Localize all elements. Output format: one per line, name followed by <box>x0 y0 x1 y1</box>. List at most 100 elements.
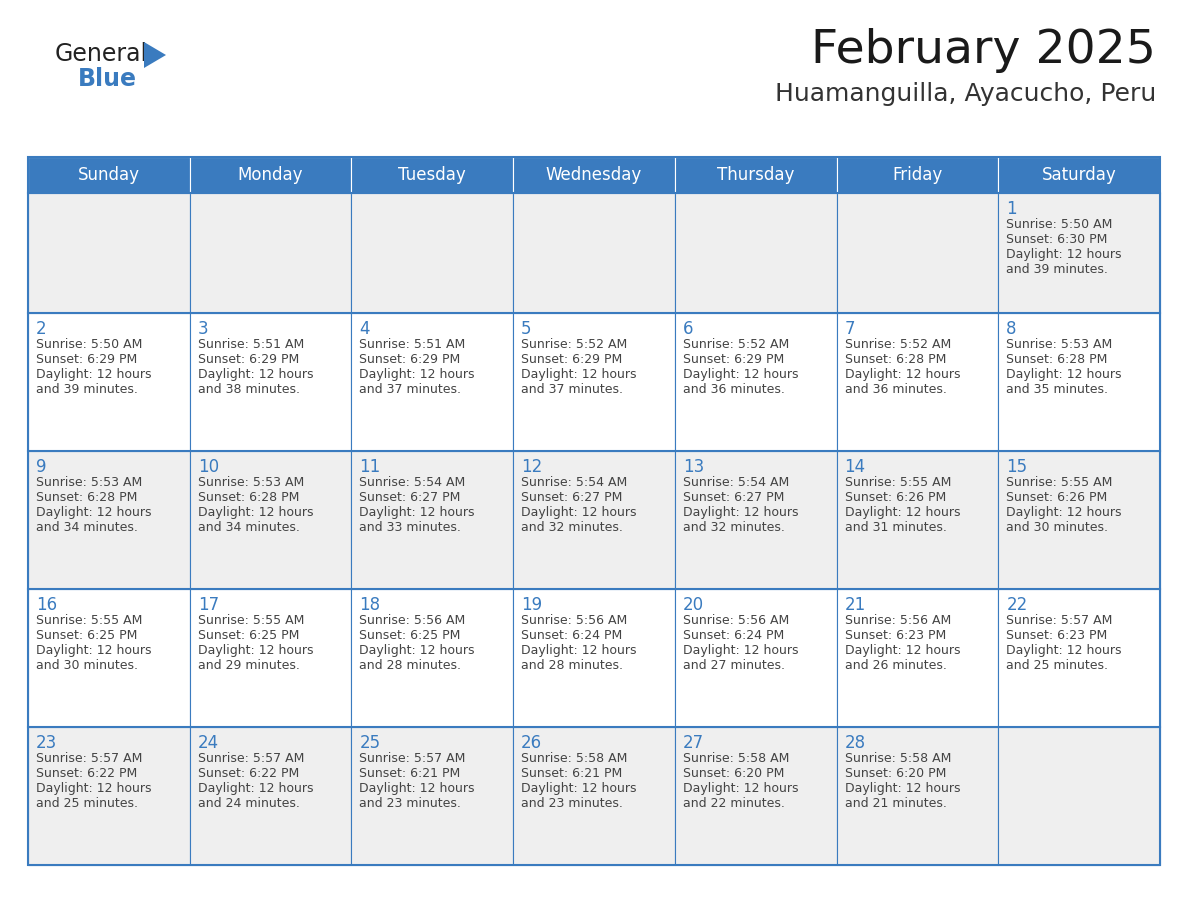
Text: Daylight: 12 hours: Daylight: 12 hours <box>36 644 152 657</box>
Text: Sunrise: 5:53 AM: Sunrise: 5:53 AM <box>197 476 304 489</box>
Text: 14: 14 <box>845 458 866 476</box>
Text: Daylight: 12 hours: Daylight: 12 hours <box>522 506 637 519</box>
Bar <box>675 727 836 865</box>
Text: 8: 8 <box>1006 320 1017 338</box>
Text: Sunrise: 5:52 AM: Sunrise: 5:52 AM <box>845 338 950 351</box>
Text: 27: 27 <box>683 734 704 752</box>
Text: Daylight: 12 hours: Daylight: 12 hours <box>522 644 637 657</box>
Text: Sunset: 6:22 PM: Sunset: 6:22 PM <box>197 767 299 780</box>
Bar <box>675 313 836 451</box>
Text: and 21 minutes.: and 21 minutes. <box>845 797 947 810</box>
Bar <box>998 451 1159 589</box>
Text: 20: 20 <box>683 596 704 614</box>
Bar <box>29 727 190 865</box>
Text: and 38 minutes.: and 38 minutes. <box>197 383 299 396</box>
Bar <box>29 157 190 193</box>
Text: and 30 minutes.: and 30 minutes. <box>36 659 138 672</box>
Text: Daylight: 12 hours: Daylight: 12 hours <box>197 506 314 519</box>
Text: 23: 23 <box>36 734 57 752</box>
Text: Sunrise: 5:55 AM: Sunrise: 5:55 AM <box>845 476 950 489</box>
Text: and 22 minutes.: and 22 minutes. <box>683 797 785 810</box>
Bar <box>836 451 998 589</box>
Bar <box>352 313 513 451</box>
Text: Monday: Monday <box>238 166 303 184</box>
Text: and 39 minutes.: and 39 minutes. <box>36 383 138 396</box>
Text: Sunset: 6:28 PM: Sunset: 6:28 PM <box>1006 353 1107 366</box>
Bar <box>675 451 836 589</box>
Bar <box>190 451 352 589</box>
Bar <box>836 589 998 727</box>
Text: Tuesday: Tuesday <box>398 166 466 184</box>
Text: 19: 19 <box>522 596 542 614</box>
Text: Sunrise: 5:53 AM: Sunrise: 5:53 AM <box>36 476 143 489</box>
Text: Sunset: 6:20 PM: Sunset: 6:20 PM <box>845 767 946 780</box>
Text: Daylight: 12 hours: Daylight: 12 hours <box>845 506 960 519</box>
Text: Sunrise: 5:58 AM: Sunrise: 5:58 AM <box>522 752 627 765</box>
Text: Daylight: 12 hours: Daylight: 12 hours <box>197 644 314 657</box>
Bar <box>190 193 352 313</box>
Text: Sunrise: 5:54 AM: Sunrise: 5:54 AM <box>522 476 627 489</box>
Bar <box>998 589 1159 727</box>
Text: and 25 minutes.: and 25 minutes. <box>36 797 138 810</box>
Text: 6: 6 <box>683 320 694 338</box>
Text: Sunset: 6:30 PM: Sunset: 6:30 PM <box>1006 233 1107 246</box>
Text: 4: 4 <box>360 320 369 338</box>
Text: Blue: Blue <box>78 67 137 91</box>
Text: 21: 21 <box>845 596 866 614</box>
Text: Sunrise: 5:54 AM: Sunrise: 5:54 AM <box>360 476 466 489</box>
Text: 10: 10 <box>197 458 219 476</box>
Text: Daylight: 12 hours: Daylight: 12 hours <box>360 506 475 519</box>
Text: Sunset: 6:25 PM: Sunset: 6:25 PM <box>197 629 299 642</box>
Text: and 32 minutes.: and 32 minutes. <box>522 521 623 534</box>
Text: Sunrise: 5:57 AM: Sunrise: 5:57 AM <box>36 752 143 765</box>
Text: and 39 minutes.: and 39 minutes. <box>1006 263 1108 276</box>
Text: Sunrise: 5:50 AM: Sunrise: 5:50 AM <box>36 338 143 351</box>
Text: Daylight: 12 hours: Daylight: 12 hours <box>683 782 798 795</box>
Text: and 23 minutes.: and 23 minutes. <box>360 797 461 810</box>
Text: 22: 22 <box>1006 596 1028 614</box>
Text: Daylight: 12 hours: Daylight: 12 hours <box>522 782 637 795</box>
Bar <box>513 193 675 313</box>
Text: and 34 minutes.: and 34 minutes. <box>36 521 138 534</box>
Text: and 37 minutes.: and 37 minutes. <box>522 383 624 396</box>
Text: Sunset: 6:26 PM: Sunset: 6:26 PM <box>845 491 946 504</box>
Text: and 30 minutes.: and 30 minutes. <box>1006 521 1108 534</box>
Text: 2: 2 <box>36 320 46 338</box>
Bar <box>29 451 190 589</box>
Text: Daylight: 12 hours: Daylight: 12 hours <box>845 368 960 381</box>
Bar <box>352 451 513 589</box>
Text: Sunset: 6:27 PM: Sunset: 6:27 PM <box>683 491 784 504</box>
Polygon shape <box>144 42 166 68</box>
Text: Sunrise: 5:57 AM: Sunrise: 5:57 AM <box>360 752 466 765</box>
Text: Daylight: 12 hours: Daylight: 12 hours <box>1006 644 1121 657</box>
Text: 28: 28 <box>845 734 866 752</box>
Text: Sunset: 6:23 PM: Sunset: 6:23 PM <box>845 629 946 642</box>
Bar <box>513 589 675 727</box>
Text: Sunrise: 5:56 AM: Sunrise: 5:56 AM <box>845 614 950 627</box>
Text: Daylight: 12 hours: Daylight: 12 hours <box>197 782 314 795</box>
Bar <box>836 193 998 313</box>
Bar <box>190 313 352 451</box>
Text: Sunset: 6:29 PM: Sunset: 6:29 PM <box>522 353 623 366</box>
Text: Sunset: 6:26 PM: Sunset: 6:26 PM <box>1006 491 1107 504</box>
Text: Huamanguilla, Ayacucho, Peru: Huamanguilla, Ayacucho, Peru <box>775 82 1156 106</box>
Text: 17: 17 <box>197 596 219 614</box>
Text: and 35 minutes.: and 35 minutes. <box>1006 383 1108 396</box>
Text: Sunrise: 5:56 AM: Sunrise: 5:56 AM <box>522 614 627 627</box>
Text: Sunset: 6:21 PM: Sunset: 6:21 PM <box>522 767 623 780</box>
Text: Sunset: 6:20 PM: Sunset: 6:20 PM <box>683 767 784 780</box>
Text: Sunset: 6:24 PM: Sunset: 6:24 PM <box>683 629 784 642</box>
Text: Sunrise: 5:57 AM: Sunrise: 5:57 AM <box>197 752 304 765</box>
Text: Sunrise: 5:53 AM: Sunrise: 5:53 AM <box>1006 338 1112 351</box>
Bar <box>29 313 190 451</box>
Text: Wednesday: Wednesday <box>545 166 643 184</box>
Text: Sunset: 6:21 PM: Sunset: 6:21 PM <box>360 767 461 780</box>
Text: Sunrise: 5:55 AM: Sunrise: 5:55 AM <box>1006 476 1113 489</box>
Bar <box>513 727 675 865</box>
Text: Daylight: 12 hours: Daylight: 12 hours <box>360 644 475 657</box>
Text: Sunrise: 5:55 AM: Sunrise: 5:55 AM <box>197 614 304 627</box>
Text: and 37 minutes.: and 37 minutes. <box>360 383 461 396</box>
Bar <box>513 451 675 589</box>
Bar <box>29 589 190 727</box>
Bar <box>675 157 836 193</box>
